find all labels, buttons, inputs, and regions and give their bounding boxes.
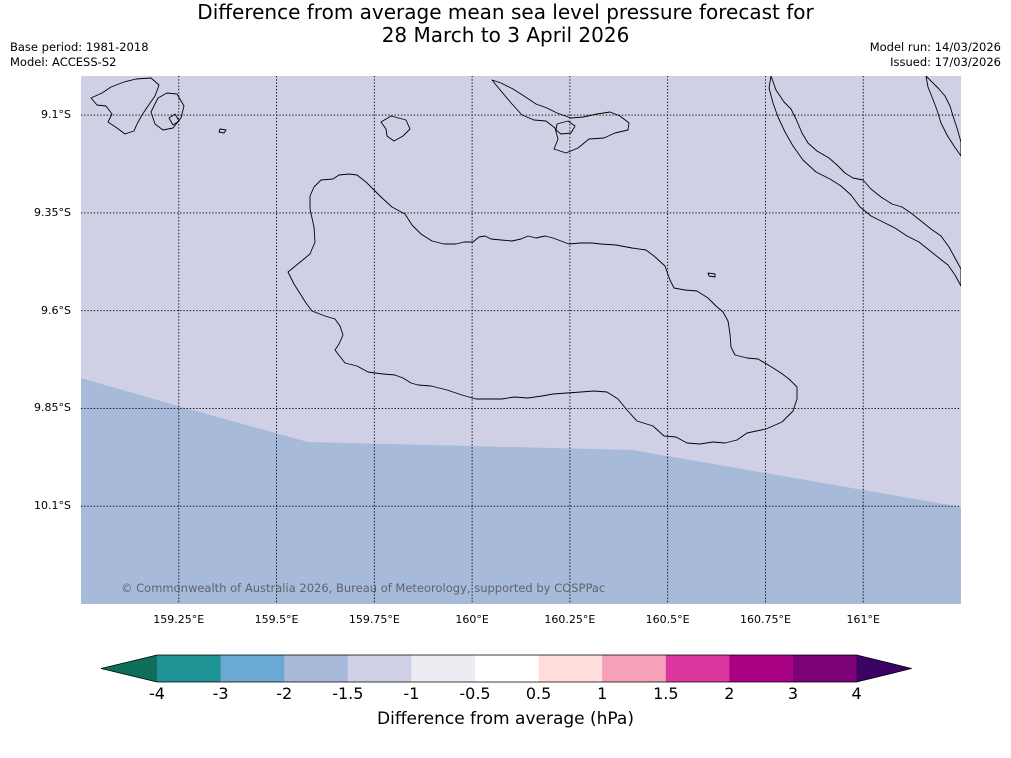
latitude-tick-label: 10.1°S: [34, 499, 71, 513]
colorbar-bin: [284, 655, 349, 682]
colorbar-bin: [538, 655, 603, 682]
colorbar-tick-label: -1.5: [332, 684, 364, 703]
chart-title-line-2: 28 March to 3 April 2026: [381, 23, 630, 47]
longitude-tick-label: 160.5°E: [645, 613, 690, 626]
longitude-tick-label: 159.5°E: [254, 613, 299, 626]
islet-west: [218, 128, 227, 134]
colorbar: [100, 654, 912, 683]
model-run-label: Model run: 14/03/2026: [869, 40, 1001, 54]
chart-title-line-1: Difference from average mean sea level p…: [197, 0, 814, 24]
pressure-anomaly-band-lower: [81, 378, 961, 604]
colorbar-tick-label: -3: [212, 684, 229, 703]
longitude-tick-label: 161°E: [846, 613, 880, 626]
nggela-islands: [491, 79, 630, 154]
colorbar-bin: [347, 655, 412, 682]
colorbar-bin: [220, 655, 285, 682]
latitude-tick-label: 9.1°S: [41, 108, 71, 122]
longitude-tick-label: 159.25°E: [153, 613, 205, 626]
colorbar-over-arrow: [856, 655, 912, 682]
issued-label: Issued: 17/03/2026: [890, 55, 1001, 69]
colorbar-bin: [157, 655, 222, 682]
longitude-tick-label: 159.75°E: [348, 613, 400, 626]
colorbar-tick-label: 2: [724, 684, 735, 703]
colorbar-bin: [729, 655, 794, 682]
colorbar-bin: [475, 655, 540, 682]
map-canvas: [81, 76, 961, 604]
latitude-tick-label: 9.85°S: [34, 401, 71, 415]
colorbar-bin: [665, 655, 730, 682]
longitude-tick-label: 160.75°E: [739, 613, 791, 626]
colorbar-tick-label: -4: [149, 684, 165, 703]
colorbar-tick-label: -1: [403, 684, 420, 703]
colorbar-tick-label: 3: [787, 684, 799, 703]
colorbar-label: Difference from average (hPa): [377, 709, 634, 729]
longitude-tick-label: 160°E: [455, 613, 489, 626]
islet-east: [707, 272, 716, 278]
malaita-coastline: [768, 76, 961, 287]
colorbar-outline: [100, 654, 912, 683]
colorbar-tick-label: 4: [851, 684, 862, 703]
guadalcanal-coastline: [287, 173, 798, 445]
gridlines: [81, 76, 961, 604]
copyright-notice: © Commonwealth of Australia 2026, Bureau…: [121, 581, 606, 595]
colorbar-bin: [602, 655, 667, 682]
colorbar-bin: [411, 655, 476, 682]
island-west-small: [380, 115, 411, 142]
map-panel[interactable]: [81, 76, 961, 604]
longitude-tick-label: 160.25°E: [544, 613, 596, 626]
colorbar-tick-label: 1: [597, 684, 608, 703]
colorbar-tick-label: -2: [276, 684, 293, 703]
colorbar-bin: [793, 655, 858, 682]
base-period-label: Base period: 1981-2018: [10, 40, 149, 54]
latitude-tick-label: 9.6°S: [41, 303, 71, 317]
latitude-tick-label: 9.35°S: [34, 205, 71, 219]
colorbar-under-arrow: [101, 655, 157, 682]
colorbar-tick-label: -0.5: [459, 684, 491, 703]
model-label: Model: ACCESS-S2: [10, 55, 117, 69]
colorbar-tick-label: 1.5: [653, 684, 679, 703]
colorbar-tick-label: 0.5: [525, 684, 552, 703]
